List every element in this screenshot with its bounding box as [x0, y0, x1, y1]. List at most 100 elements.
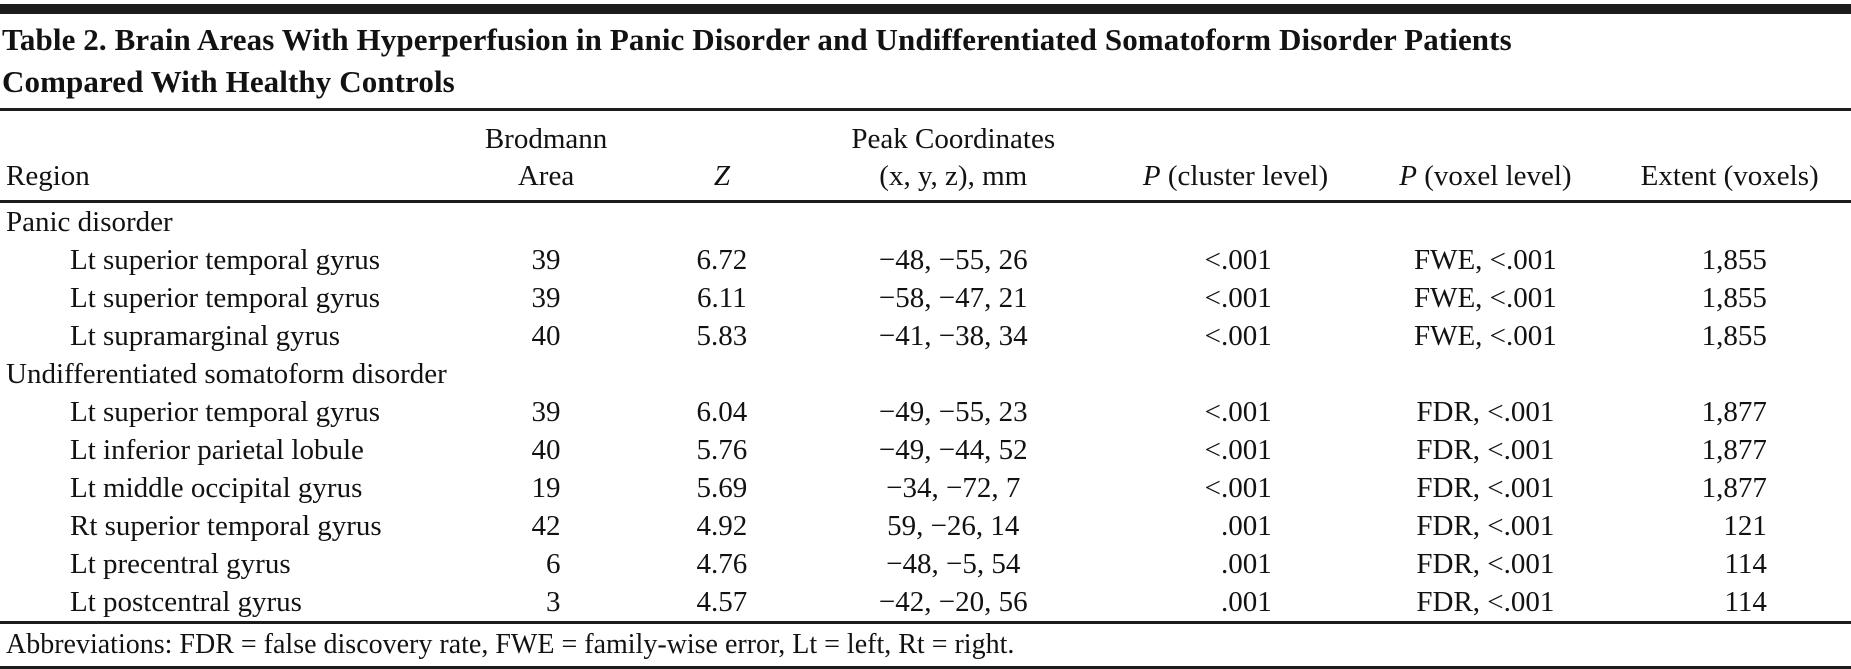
- brodmann-value: 40: [531, 320, 561, 352]
- cell-p-voxel: FDR, <.001: [1416, 472, 1555, 504]
- cell-extent: 114: [1610, 545, 1851, 583]
- cell-brodmann: 19: [444, 469, 648, 507]
- cell-extent: 121: [1610, 507, 1851, 545]
- cell-brodmann: 42: [444, 507, 648, 545]
- cell-z: 5.69: [696, 472, 748, 504]
- cell-z: 5.76: [696, 434, 748, 466]
- cell-z: 4.92: [696, 510, 748, 542]
- results-table: Region Brodmann Area Z Peak Coordinates …: [0, 111, 1851, 621]
- brodmann-value: 39: [531, 244, 561, 276]
- header-region-label: Region: [6, 160, 90, 192]
- table-header: Region Brodmann Area Z Peak Coordinates …: [0, 111, 1851, 203]
- table-title-line2: Compared With Healthy Controls: [2, 64, 455, 99]
- cell-coords: −48, −5, 54: [886, 548, 1021, 580]
- cell-z: 6.11: [697, 282, 747, 314]
- cell-p-cluster: <.001: [1111, 393, 1361, 431]
- cell-coords: −48, −55, 26: [878, 244, 1028, 276]
- column-header-region: Region: [0, 111, 445, 203]
- cell-brodmann: 40: [444, 317, 648, 355]
- brodmann-value: 40: [531, 434, 561, 466]
- cell-p-voxel: FDR, <.001: [1416, 396, 1555, 428]
- cell-extent: 1,877: [1610, 431, 1851, 469]
- cell-z: 4.76: [696, 548, 748, 580]
- cell-brodmann: 3: [444, 583, 648, 621]
- header-brodmann-line1: Brodmann: [484, 123, 608, 155]
- column-header-brodmann-area: Brodmann Area: [444, 111, 648, 203]
- extent-value: 1,855: [1701, 320, 1767, 352]
- cell-coords: −49, −55, 23: [878, 396, 1028, 428]
- cell-coords: −58, −47, 21: [878, 282, 1028, 314]
- cell-p-voxel: FDR, <.001: [1416, 586, 1555, 618]
- header-pvoxel-rest: (voxel level): [1416, 160, 1572, 192]
- extent-value: 1,877: [1701, 472, 1767, 504]
- extent-value: 1,877: [1701, 434, 1767, 466]
- cell-coords: 59, −26, 14: [887, 510, 1020, 542]
- cell-region: Lt supramarginal gyrus: [70, 320, 341, 352]
- extent-value: 114: [1724, 548, 1767, 580]
- p-cluster-value: .001: [1221, 586, 1272, 618]
- table-row: Lt superior temporal gyrus 39 6.72 −48, …: [0, 241, 1851, 279]
- cell-brodmann: 40: [444, 431, 648, 469]
- extent-value: 1,877: [1701, 396, 1767, 428]
- column-header-extent-voxels: Extent (voxels): [1610, 111, 1851, 203]
- cell-brodmann: 6: [444, 545, 648, 583]
- cell-region: Lt middle occipital gyrus: [70, 472, 363, 504]
- brodmann-value: 39: [531, 396, 561, 428]
- header-extent-label: Extent (voxels): [1640, 160, 1819, 192]
- cell-z: 5.83: [696, 320, 748, 352]
- cell-p-voxel: FWE, <.001: [1413, 244, 1557, 276]
- extent-value: 1,855: [1701, 244, 1767, 276]
- p-cluster-value: <.001: [1204, 320, 1272, 352]
- header-pcluster-symbol: P: [1142, 160, 1161, 192]
- table-row: Lt postcentral gyrus 3 4.57 −42, −20, 56…: [0, 583, 1851, 621]
- cell-extent: 1,855: [1610, 317, 1851, 355]
- cell-brodmann: 39: [444, 393, 648, 431]
- cell-region: Lt superior temporal gyrus: [70, 244, 381, 276]
- cell-p-cluster: .001: [1111, 545, 1361, 583]
- column-header-peak-coordinates: Peak Coordinates (x, y, z), mm: [795, 111, 1111, 203]
- p-cluster-value: .001: [1221, 510, 1272, 542]
- cell-coords: −49, −44, 52: [878, 434, 1028, 466]
- cell-p-voxel: FDR, <.001: [1416, 548, 1555, 580]
- cell-p-cluster: <.001: [1111, 241, 1361, 279]
- table-body: Panic disorder Lt superior temporal gyru…: [0, 202, 1851, 622]
- column-header-z: Z: [647, 111, 796, 203]
- header-pvoxel-symbol: P: [1399, 160, 1417, 192]
- table-row: Lt supramarginal gyrus 40 5.83 −41, −38,…: [0, 317, 1851, 355]
- table-row: Rt superior temporal gyrus 42 4.92 59, −…: [0, 507, 1851, 545]
- brodmann-value: 39: [531, 282, 561, 314]
- cell-extent: 1,877: [1610, 393, 1851, 431]
- table-row: Lt superior temporal gyrus 39 6.11 −58, …: [0, 279, 1851, 317]
- table-row: Lt superior temporal gyrus 39 6.04 −49, …: [0, 393, 1851, 431]
- table-row: Lt precentral gyrus 6 4.76 −48, −5, 54 .…: [0, 545, 1851, 583]
- brodmann-value: 19: [531, 472, 561, 504]
- cell-coords: −42, −20, 56: [878, 586, 1028, 618]
- cell-region: Rt superior temporal gyrus: [70, 510, 382, 542]
- header-coords-line1: Peak Coordinates: [851, 123, 1056, 155]
- cell-p-voxel: FWE, <.001: [1413, 282, 1557, 314]
- cell-z: 6.04: [696, 396, 748, 428]
- cell-extent: 1,855: [1610, 279, 1851, 317]
- p-cluster-value: .001: [1221, 548, 1272, 580]
- p-cluster-value: <.001: [1204, 472, 1272, 504]
- section-label: Panic disorder: [6, 206, 173, 238]
- cell-p-voxel: FDR, <.001: [1416, 434, 1555, 466]
- p-cluster-value: <.001: [1204, 396, 1272, 428]
- extent-value: 114: [1724, 586, 1767, 618]
- cell-p-cluster: <.001: [1111, 469, 1361, 507]
- table-title: Table 2. Brain Areas With Hyperperfusion…: [2, 19, 1851, 103]
- cell-p-cluster: .001: [1111, 507, 1361, 545]
- column-header-p-voxel-level: P (voxel level): [1360, 111, 1611, 203]
- cell-region: Lt inferior parietal lobule: [70, 434, 364, 466]
- table-title-line1: Table 2. Brain Areas With Hyperperfusion…: [2, 22, 1512, 57]
- section-label: Undifferentiated somatoform disorder: [6, 358, 447, 390]
- brodmann-value: 3: [546, 586, 561, 618]
- brodmann-value: 6: [546, 548, 561, 580]
- header-coords-line2: (x, y, z), mm: [879, 160, 1028, 192]
- brodmann-value: 42: [531, 510, 561, 542]
- cell-p-voxel: FWE, <.001: [1413, 320, 1557, 352]
- cell-p-voxel: FDR, <.001: [1416, 510, 1555, 542]
- cell-p-cluster: <.001: [1111, 317, 1361, 355]
- table-row: Lt inferior parietal lobule 40 5.76 −49,…: [0, 431, 1851, 469]
- cell-region: Lt superior temporal gyrus: [70, 282, 381, 314]
